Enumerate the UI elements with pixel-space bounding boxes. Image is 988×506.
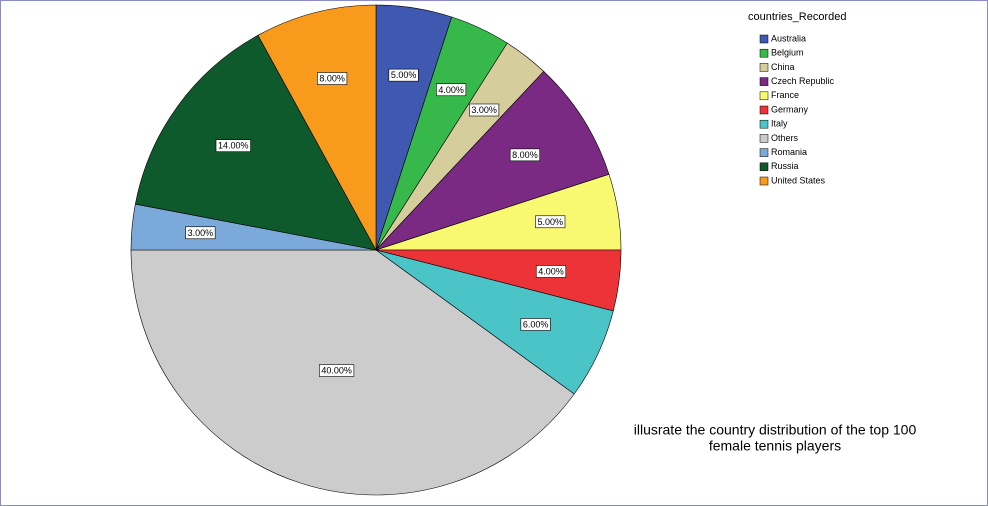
legend-title: countries_Recorded — [748, 11, 846, 23]
legend-swatch — [759, 148, 769, 157]
legend-swatch — [759, 134, 769, 143]
legend-swatch — [759, 105, 769, 115]
value-label-box — [520, 318, 551, 331]
pie-slice — [257, 4, 377, 251]
value-label: 5.00% — [537, 217, 563, 227]
legend-label: Australia — [771, 33, 806, 43]
legend-swatch — [759, 91, 769, 101]
value-label-box — [388, 68, 419, 82]
pie-slice — [375, 70, 610, 251]
annotation: female tennis players — [709, 438, 841, 454]
legend-swatch — [759, 34, 769, 44]
value-label-box — [509, 148, 541, 162]
value-label: 3.00% — [188, 228, 214, 238]
value-label-box — [185, 226, 216, 240]
value-label-box — [215, 139, 251, 152]
legend-label: China — [771, 62, 795, 72]
value-label-box — [535, 215, 566, 229]
annotation: illusrate the country distribution of th… — [634, 422, 917, 438]
value-label-box — [319, 364, 355, 377]
legend-swatch — [759, 162, 769, 172]
pie-slice — [134, 34, 377, 251]
value-label-box — [469, 103, 500, 117]
value-label: 4.00% — [538, 266, 564, 276]
legend-swatch — [759, 63, 769, 72]
legend-label: Russia — [771, 161, 799, 171]
legend-label: United States — [771, 175, 826, 185]
legend-label: Others — [771, 133, 799, 143]
value-label: 3.00% — [471, 105, 497, 115]
legend-swatch — [759, 176, 769, 186]
value-label-box — [436, 83, 467, 97]
legend-swatch — [759, 119, 769, 129]
value-label: 6.00% — [523, 319, 549, 329]
legend-label: Germany — [771, 104, 809, 114]
value-label: 14.00% — [218, 141, 249, 151]
value-label-box — [317, 72, 348, 85]
legend-label: Italy — [771, 119, 788, 129]
value-label-box — [535, 265, 567, 278]
value-label: 5.00% — [391, 70, 417, 80]
legend-label: France — [771, 90, 799, 100]
value-label: 8.00% — [512, 150, 538, 160]
value-label: 4.00% — [438, 85, 464, 95]
legend-swatch — [759, 48, 769, 58]
value-label: 8.00% — [319, 74, 345, 84]
legend-label: Romania — [771, 147, 807, 157]
legend-label: Czech Republic — [771, 76, 835, 86]
legend-swatch — [759, 77, 769, 86]
legend-label: Belgium — [771, 48, 804, 58]
value-label: 40.00% — [321, 366, 352, 376]
